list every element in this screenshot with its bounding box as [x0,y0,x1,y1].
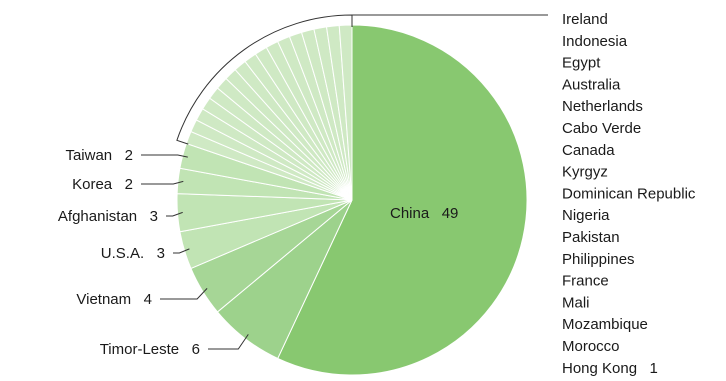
group-list-item-egypt: Egypt [562,55,601,72]
label-leader-lines [141,154,249,350]
slice-label-u-s-a: U.S.A. 3 [101,245,165,262]
group-list-item-morocco: Morocco [562,338,620,355]
slice-label-timor-leste: Timor-Leste 6 [100,341,200,358]
group-list-item-australia: Australia [562,76,621,93]
group-list-item-indonesia: Indonesia [562,33,628,50]
slice-labels: China 49 Timor-Leste 6 Vietnam 4 U.S.A. 3 Af… [58,147,458,358]
leader-line-u-s-a [173,248,190,254]
group-list-item-pakistan: Pakistan [562,229,620,246]
pie-slices [176,24,528,376]
leader-line-vietnam [160,288,208,300]
leader-line-timor-leste [208,334,249,350]
pie-slice-china [277,24,528,376]
slice-label-korea: Korea 2 [72,176,133,193]
grouped-country-list: Ireland Indonesia Egypt Australia Netherland… [562,11,696,377]
leader-line-afghanistan [166,211,183,217]
grouped-slices-bracket [176,14,548,145]
group-list-item-ireland: Ireland [562,11,608,28]
slice-label-afghanistan: Afghanistan 3 [58,208,158,225]
group-list-item-canada: Canada [562,142,615,159]
group-list-item-mali: Mali [562,294,590,311]
leader-line-taiwan [141,154,188,158]
group-list-item-nigeria: Nigeria [562,207,610,224]
leader-line-korea [141,180,184,185]
group-list-item-cabo-verde: Cabo Verde [562,120,641,137]
slice-label-taiwan: Taiwan 2 [65,147,133,164]
group-list-item-france: France [562,273,609,290]
group-list-item-philippines: Philippines [562,251,635,268]
slice-label-vietnam: Vietnam 4 [76,291,152,308]
group-list-item-dominican-republic: Dominican Republic [562,185,696,202]
group-list-item-netherlands: Netherlands [562,98,643,115]
group-bracket-arc [176,14,353,145]
group-list-item-hong-kong: Hong Kong 1 [562,360,658,377]
group-list-item-kyrgyz: Kyrgyz [562,164,608,181]
slice-label-china: China 49 [390,205,458,222]
group-list-item-mozambique: Mozambique [562,316,648,333]
